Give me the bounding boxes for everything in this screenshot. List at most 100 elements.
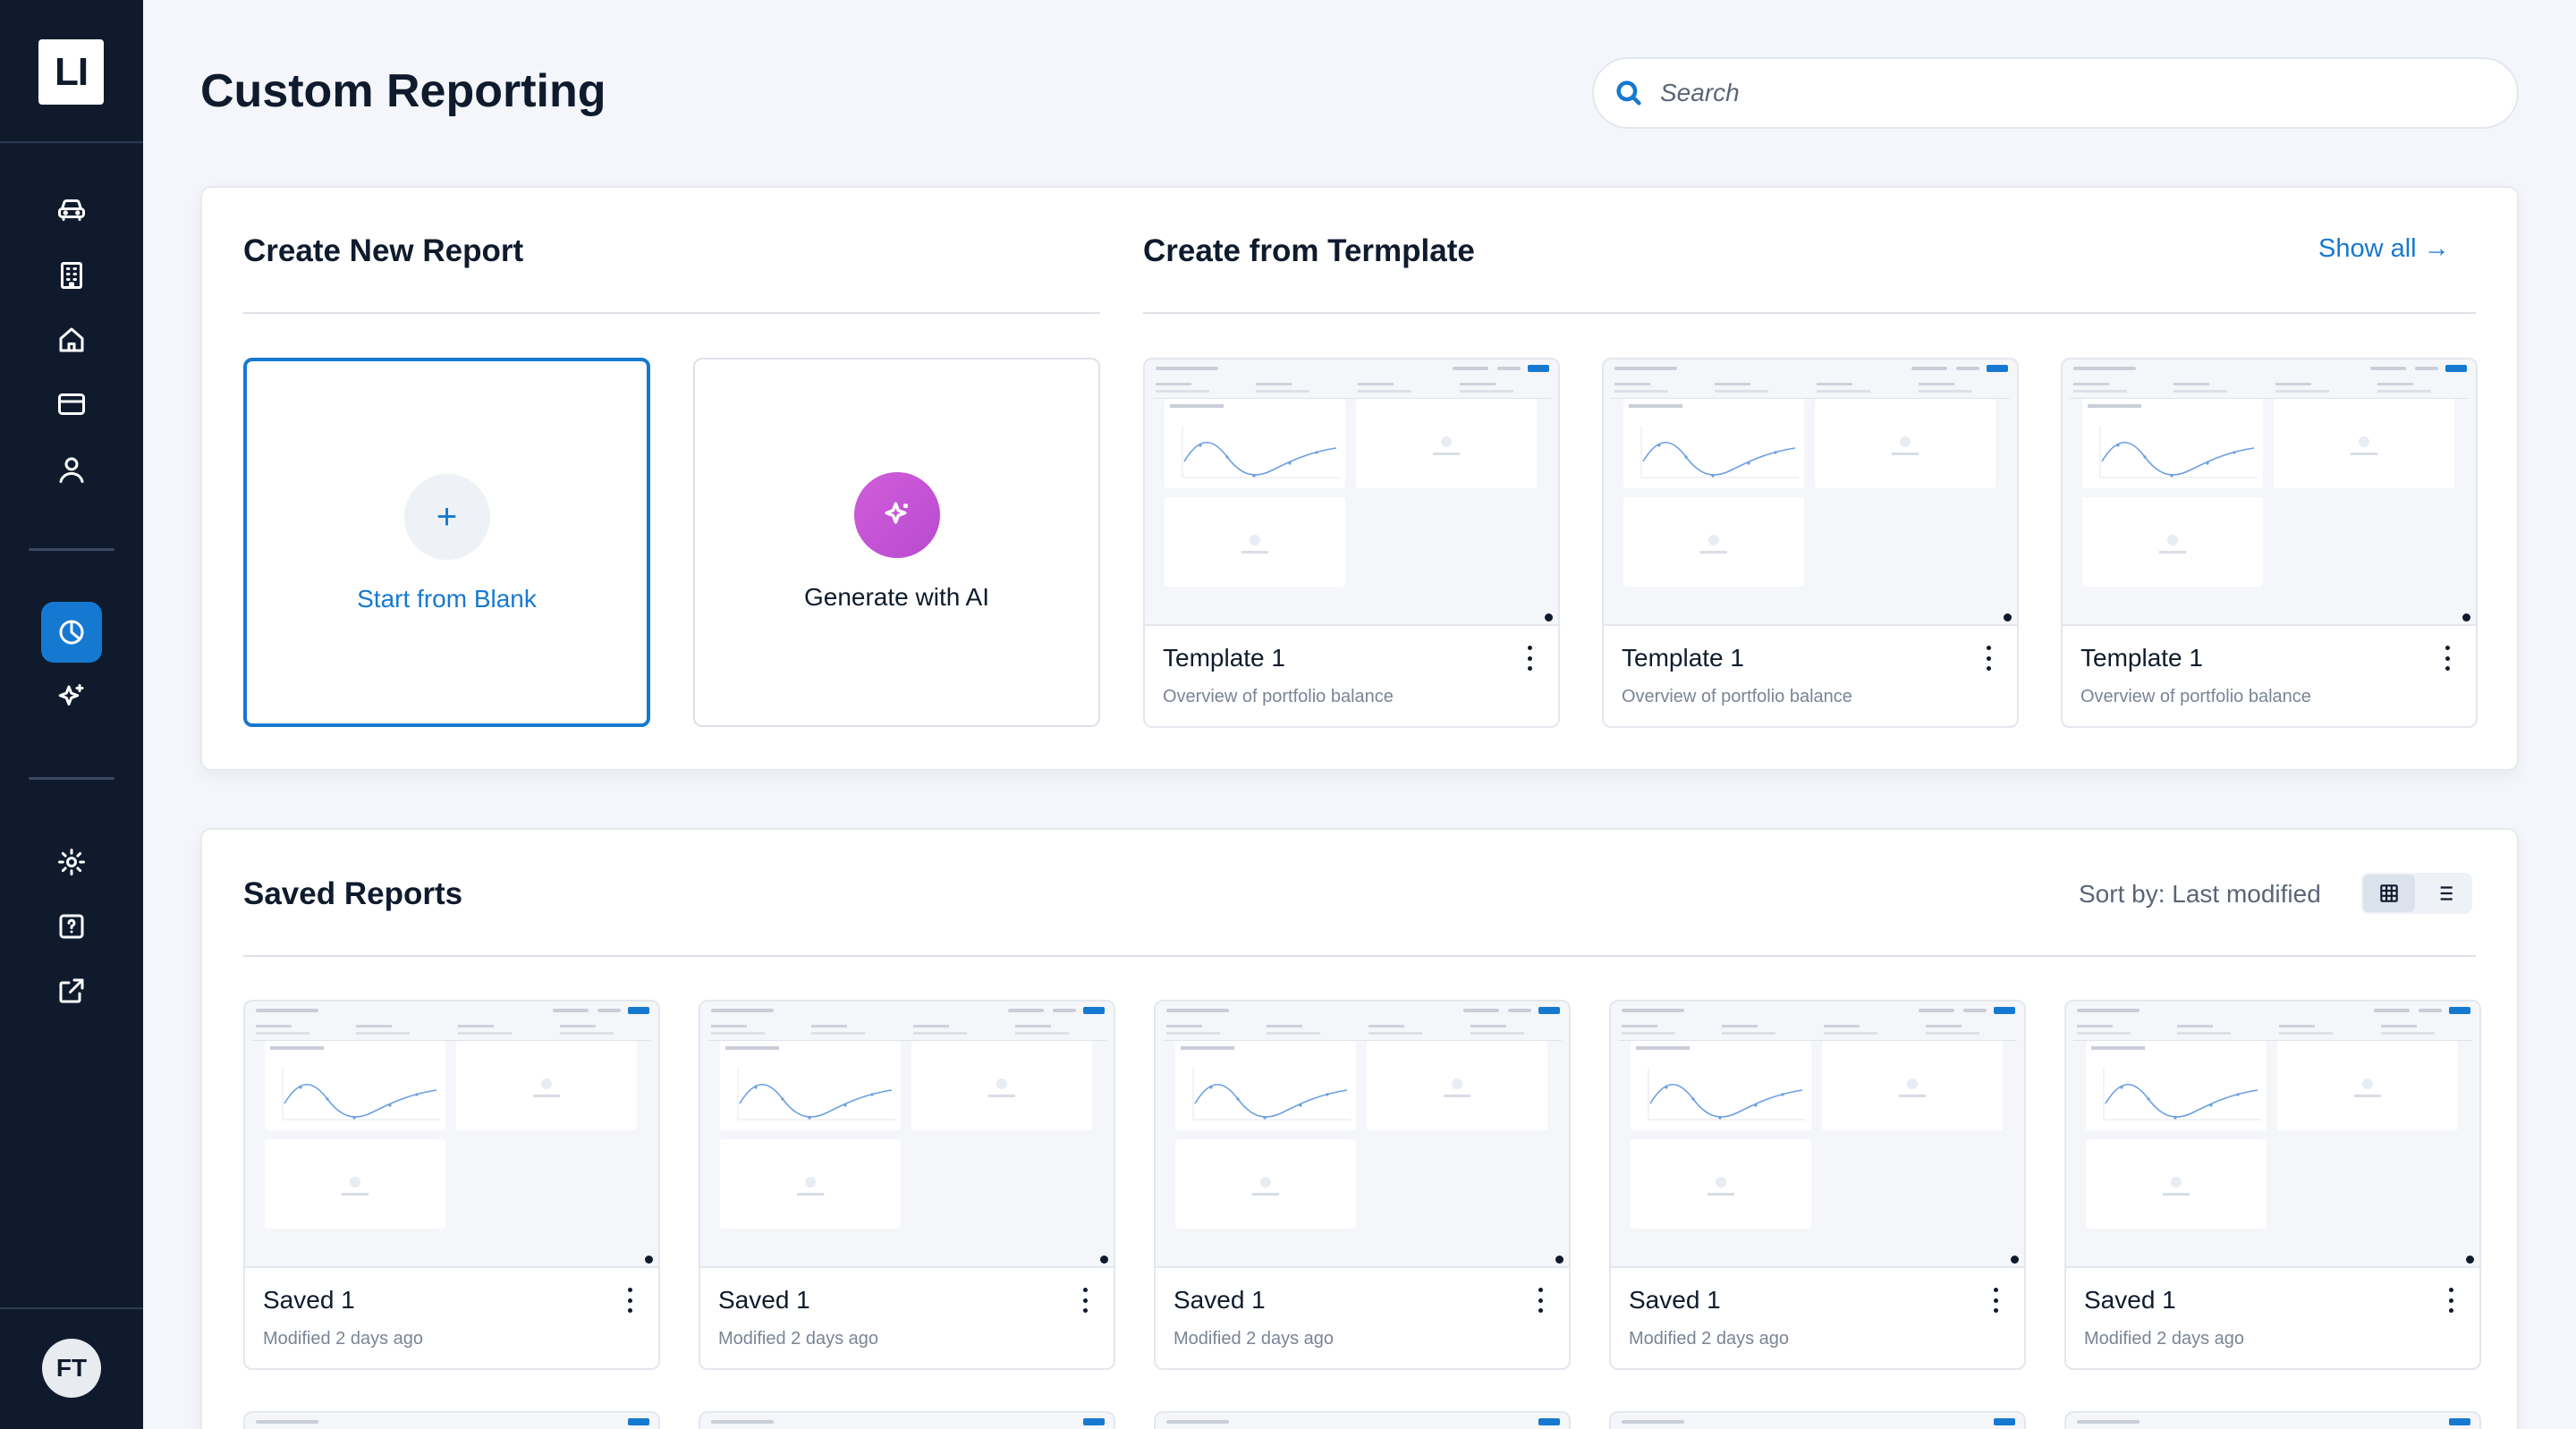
credit-card-icon bbox=[58, 393, 85, 415]
start-from-blank-card[interactable]: + Start from Blank bbox=[243, 358, 650, 727]
card-title: Template 1 bbox=[1622, 644, 1744, 672]
plus-icon: + bbox=[403, 474, 490, 560]
generate-with-ai-card[interactable]: Generate with AI bbox=[693, 358, 1100, 727]
sidebar-divider bbox=[0, 141, 143, 143]
grid-view-button[interactable] bbox=[2363, 875, 2415, 912]
saved-report-card[interactable] bbox=[243, 1411, 660, 1429]
mini-empty-widget bbox=[2274, 399, 2454, 488]
mini-empty-widget bbox=[1367, 1041, 1547, 1130]
nav-buildings[interactable] bbox=[41, 245, 102, 306]
divider bbox=[1143, 312, 2476, 314]
report-preview-thumbnail bbox=[2063, 359, 2476, 626]
mini-empty-widget bbox=[720, 1139, 901, 1229]
search-bar[interactable] bbox=[1592, 57, 2519, 129]
more-options-icon[interactable] bbox=[1992, 1288, 1999, 1313]
report-preview-thumbnail bbox=[1611, 1002, 2024, 1268]
mini-empty-widget bbox=[1815, 399, 1996, 488]
mini-empty-widget bbox=[2082, 497, 2263, 587]
card-subtitle: Modified 2 days ago bbox=[1174, 1329, 1335, 1349]
saved-report-card[interactable]: Saved 1 Modified 2 days ago bbox=[699, 1000, 1115, 1370]
card-subtitle: Modified 2 days ago bbox=[263, 1329, 424, 1349]
more-options-icon[interactable] bbox=[1526, 646, 1533, 671]
card-title: Template 1 bbox=[1163, 644, 1285, 672]
templates-title: Create from Termplate bbox=[1143, 233, 1475, 268]
external-link-icon bbox=[59, 978, 84, 1003]
saved-report-card[interactable]: Saved 1 Modified 2 days ago bbox=[2064, 1000, 2481, 1370]
nav-vehicles[interactable] bbox=[41, 180, 102, 241]
saved-report-card[interactable] bbox=[1609, 1411, 2026, 1429]
saved-report-card[interactable] bbox=[1154, 1411, 1571, 1429]
ai-sparkle-icon bbox=[853, 472, 940, 558]
card-title: Template 1 bbox=[2080, 644, 2203, 672]
search-icon bbox=[1616, 80, 1641, 106]
user-avatar[interactable]: FT bbox=[42, 1339, 101, 1398]
mini-empty-widget bbox=[911, 1041, 1092, 1130]
saved-report-card[interactable] bbox=[699, 1411, 1115, 1429]
mini-line-chart bbox=[1631, 1041, 1811, 1130]
sparkle-icon bbox=[58, 684, 84, 706]
help-icon bbox=[59, 914, 84, 939]
template-card[interactable]: Template 1 Overview of portfolio balance bbox=[1143, 358, 1560, 728]
card-title: Saved 1 bbox=[1629, 1286, 1721, 1314]
view-toggle bbox=[2361, 873, 2472, 914]
sidebar-divider bbox=[0, 1307, 143, 1309]
nav-help[interactable] bbox=[41, 896, 102, 957]
sort-dropdown[interactable]: Sort by: Last modified bbox=[2079, 880, 2321, 908]
mini-empty-widget bbox=[1623, 497, 1804, 587]
gear-icon bbox=[58, 849, 85, 875]
card-title: Saved 1 bbox=[1174, 1286, 1266, 1314]
mini-empty-widget bbox=[1356, 399, 1537, 488]
mini-empty-widget bbox=[1165, 497, 1345, 587]
more-options-icon[interactable] bbox=[626, 1288, 633, 1313]
nav-settings[interactable] bbox=[41, 832, 102, 892]
pie-chart-icon bbox=[59, 620, 84, 645]
card-subtitle: Overview of portfolio balance bbox=[1163, 687, 1394, 706]
saved-report-card[interactable]: Saved 1 Modified 2 days ago bbox=[1154, 1000, 1571, 1370]
show-all-link[interactable]: Show all → bbox=[2318, 234, 2450, 263]
mini-empty-widget bbox=[1822, 1041, 2003, 1130]
mini-line-chart bbox=[1165, 399, 1345, 488]
template-card[interactable]: Template 1 Overview of portfolio balance bbox=[1602, 358, 2019, 728]
sidebar-separator bbox=[29, 777, 114, 780]
nav-ai[interactable] bbox=[41, 667, 102, 728]
search-input[interactable] bbox=[1660, 79, 2465, 107]
more-options-icon[interactable] bbox=[2444, 646, 2451, 671]
nav-external[interactable] bbox=[41, 960, 102, 1021]
template-card[interactable]: Template 1 Overview of portfolio balance bbox=[2061, 358, 2478, 728]
mini-empty-widget bbox=[456, 1041, 637, 1130]
mini-line-chart bbox=[2082, 399, 2263, 488]
more-options-icon[interactable] bbox=[1081, 1288, 1089, 1313]
card-title: Saved 1 bbox=[263, 1286, 355, 1314]
nav-home[interactable] bbox=[41, 309, 102, 370]
mini-line-chart bbox=[265, 1041, 445, 1130]
list-view-button[interactable] bbox=[2419, 875, 2470, 912]
report-preview-thumbnail bbox=[1145, 359, 1558, 626]
report-preview-thumbnail bbox=[1604, 359, 2017, 626]
mini-empty-widget bbox=[2086, 1139, 2267, 1229]
list-icon bbox=[2436, 886, 2453, 901]
saved-report-card[interactable] bbox=[2064, 1411, 2481, 1429]
card-subtitle: Overview of portfolio balance bbox=[1622, 687, 1852, 706]
nav-users[interactable] bbox=[41, 439, 102, 500]
card-title: Saved 1 bbox=[718, 1286, 810, 1314]
more-options-icon[interactable] bbox=[2447, 1288, 2454, 1313]
building-icon bbox=[61, 262, 82, 289]
nav-cards[interactable] bbox=[41, 374, 102, 435]
divider bbox=[243, 955, 2476, 957]
mini-empty-widget bbox=[265, 1139, 445, 1229]
nav-reporting[interactable] bbox=[41, 602, 102, 663]
report-preview-thumbnail bbox=[700, 1002, 1114, 1268]
page-title: Custom Reporting bbox=[200, 65, 606, 117]
card-subtitle: Modified 2 days ago bbox=[2084, 1329, 2245, 1349]
sidebar: LI FT bbox=[0, 0, 143, 1429]
sidebar-separator bbox=[29, 548, 114, 551]
card-title: Saved 1 bbox=[2084, 1286, 2176, 1314]
saved-report-card[interactable]: Saved 1 Modified 2 days ago bbox=[1609, 1000, 2026, 1370]
generate-with-ai-label: Generate with AI bbox=[803, 583, 989, 611]
more-options-icon[interactable] bbox=[1537, 1288, 1544, 1313]
saved-report-card[interactable]: Saved 1 Modified 2 days ago bbox=[243, 1000, 660, 1370]
divider bbox=[243, 312, 1100, 314]
report-preview-thumbnail bbox=[245, 1002, 658, 1268]
more-options-icon[interactable] bbox=[1985, 646, 1992, 671]
app-logo[interactable]: LI bbox=[38, 39, 104, 105]
